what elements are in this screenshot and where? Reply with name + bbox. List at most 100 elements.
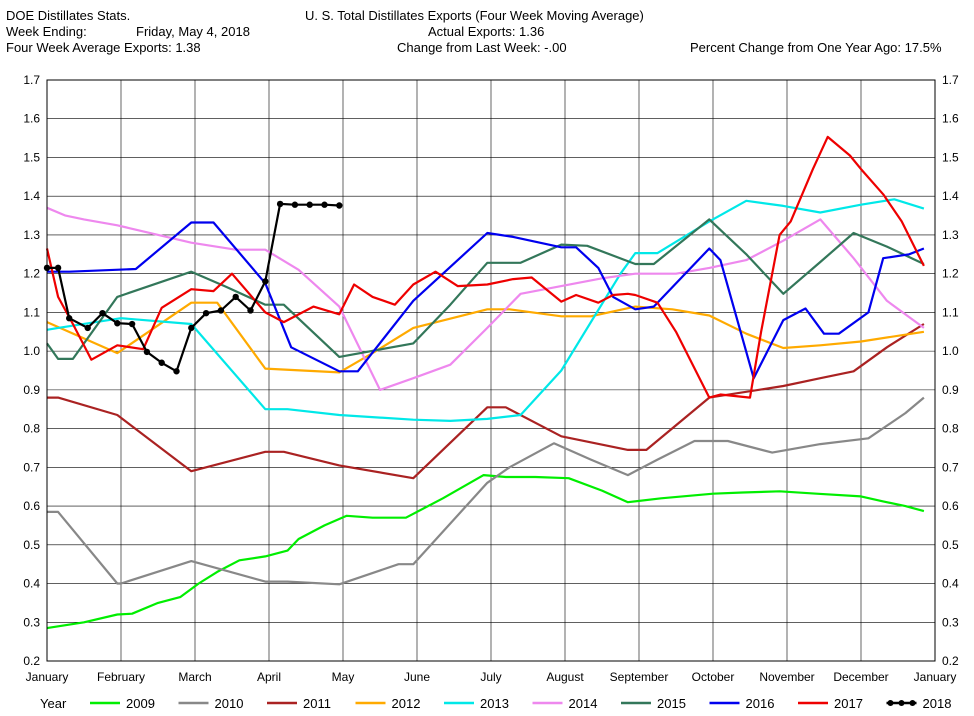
x-tick-label: September [610,670,669,684]
y-tick-label-left: 0.6 [23,499,40,513]
x-tick-label: March [178,670,211,684]
series-point-2018 [188,324,195,332]
y-tick-label-left: 0.5 [23,538,40,552]
y-tick-label-right: 1.6 [942,112,959,126]
series-point-2018 [128,320,136,328]
legend-label-2013: 2013 [480,696,509,711]
x-tick-label: January [914,670,957,684]
x-tick-label: February [97,670,145,684]
series-line-2018 [47,202,340,373]
series-point-2018 [143,348,151,356]
y-tick-label-right: 1.0 [942,344,959,358]
grid [46,79,936,662]
series-point-2018 [158,359,165,366]
series-point-2018 [262,278,269,285]
x-tick-label: November [759,670,814,684]
x-tick-label: October [692,670,735,684]
y-tick-label-left: 1.6 [23,112,40,126]
series-point-2018 [276,200,284,208]
y-tick-label-left: 1.4 [23,189,40,203]
legend-label-2009: 2009 [126,696,155,711]
x-tick-label: January [26,670,69,684]
series-point-2018 [99,309,106,317]
y-tick-label-right: 0.8 [942,422,959,436]
series-point-2018 [247,307,254,314]
series-point-2018 [232,293,239,301]
legend-marker [887,700,894,706]
series-line-2014 [46,206,925,391]
x-tick-label: July [480,670,501,684]
change-from-last-week: Change from Last Week: -.00 [397,40,567,55]
y-axis-right: 0.2 0.3 0.4 0.5 0.6 0.7 0.8 0.9 1.0 1.1 1.2 1.3 1.4 1… [942,73,959,668]
series-line-2012 [46,301,925,374]
series-point-2018 [202,309,210,317]
x-axis: January February March April May June July Augu… [26,670,957,684]
y-tick-label-left: 1.2 [23,267,40,281]
y-tick-label-right: 0.2 [942,654,959,668]
x-tick-label: August [546,670,584,684]
series-line-2013 [46,198,925,422]
series-point-2018 [54,264,62,272]
y-tick-label-left: 1.5 [23,150,40,164]
y-tick-label-left: 1.0 [23,344,40,358]
series-point-2018 [217,307,225,314]
legend-marker [898,700,905,706]
x-tick-label: December [833,670,888,684]
legend-label-2010: 2010 [215,696,244,711]
y-tick-label-right: 0.9 [942,383,959,397]
series-point-2018 [291,201,299,208]
y-tick-label-left: 0.7 [23,460,40,474]
actual-exports: Actual Exports: 1.36 [428,24,545,39]
y-tick-label-right: 1.3 [942,228,959,242]
y-tick-label-left: 0.4 [23,577,40,591]
legend-label-2012: 2012 [392,696,421,711]
y-tick-label-right: 1.2 [942,267,959,281]
legend-marker [909,700,916,706]
series-point-2018 [336,202,343,209]
y-tick-label-right: 1.5 [942,150,959,164]
legend: Year 2009 2010 2011 2012 2013 2014 2015 2016 201… [40,696,951,711]
y-tick-label-left: 0.8 [23,422,40,436]
y-tick-label-right: 1.1 [942,305,959,319]
series-line-2015 [46,218,925,360]
x-tick-label: May [332,670,355,684]
legend-label-2014: 2014 [569,696,598,711]
chart-title: U. S. Total Distillates Exports (Four We… [305,8,644,23]
y-tick-label-right: 0.7 [942,460,959,474]
series-point-2018 [114,320,121,327]
legend-label-2018: 2018 [923,696,952,711]
series-point-2018 [66,315,73,322]
x-tick-label: June [404,670,430,684]
series-point-2018 [173,368,180,375]
plot-frame [46,79,936,662]
series-line-2011 [47,323,925,480]
x-tick-label: April [257,670,281,684]
series-line-2017 [45,135,925,399]
series-line-2010 [47,396,925,586]
y-tick-label-right: 0.3 [942,615,959,629]
week-ending-value: Friday, May 4, 2018 [136,24,250,39]
y-axis-left: 0.2 0.3 0.4 0.5 0.6 0.7 0.8 0.9 1.0 1.1 1.2 1.3 1.4 1… [23,73,40,668]
series-line-2009 [46,474,925,630]
percent-change: Percent Change from One Year Ago: 17.5% [690,40,942,55]
series-point-2018 [306,201,313,208]
four-week-average: Four Week Average Exports: 1.38 [6,40,201,55]
y-tick-label-right: 1.4 [942,189,959,203]
y-tick-label-right: 0.6 [942,499,959,513]
legend-label-2011: 2011 [303,696,331,711]
series-lines [43,135,925,630]
legend-title: Year [40,696,67,711]
y-tick-label-right: 0.4 [942,577,959,591]
series-point-2018 [321,201,328,208]
week-ending-label: Week Ending: [6,24,87,39]
legend-label-2015: 2015 [657,696,686,711]
y-tick-label-left: 0.3 [23,615,40,629]
y-tick-label-right: 0.5 [942,538,959,552]
legend-label-2016: 2016 [746,696,775,711]
legend-label-2017: 2017 [834,696,863,711]
series-line-2016 [47,221,925,380]
series-point-2018 [84,324,91,332]
y-tick-label-right: 1.7 [942,73,959,87]
y-tick-label-left: 1.1 [23,305,40,319]
